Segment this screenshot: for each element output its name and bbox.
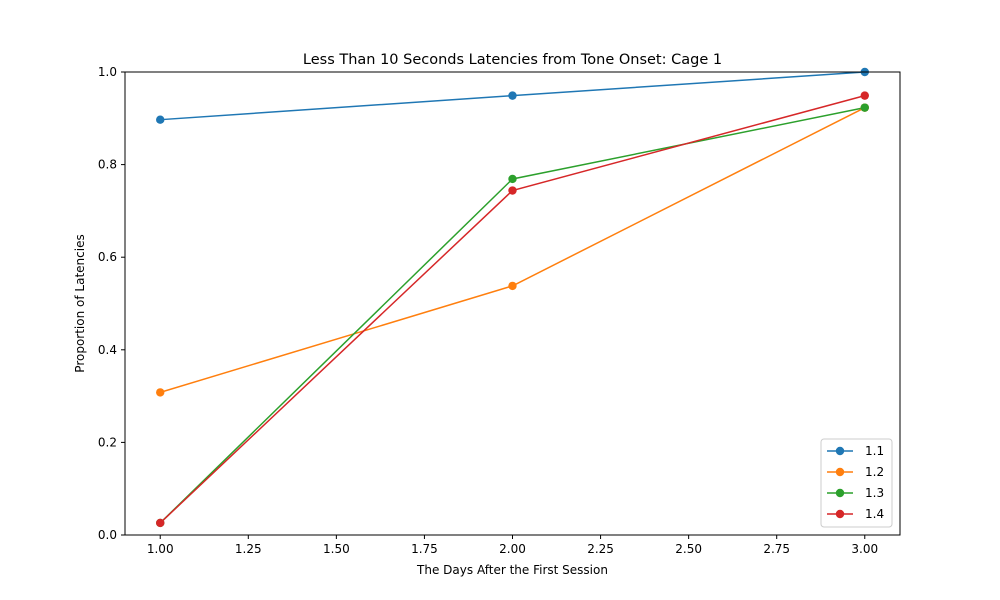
legend-entry: 1.1 — [827, 444, 884, 458]
legend-box — [820, 438, 893, 528]
x-tick-label: 2.50 — [675, 542, 702, 556]
data-point-1.2 — [156, 388, 165, 397]
series-lines — [159, 71, 866, 524]
x-tick-label: 2.75 — [763, 542, 790, 556]
data-point-1.1 — [156, 115, 165, 124]
y-axis-ticks: 0.0 0.2 0.4 0.6 0.8 1.0 — [98, 65, 125, 542]
x-tick-label: 3.00 — [851, 542, 878, 556]
series-line-1.4 — [159, 94, 865, 524]
legend-entry: 1.4 — [827, 507, 884, 521]
legend-label-1.2: 1.2 — [865, 465, 884, 479]
y-tick-label: 0.6 — [98, 250, 117, 264]
x-axis-label: The Days After the First Session — [416, 563, 608, 577]
x-tick-label: 1.75 — [411, 542, 438, 556]
legend-entry: 1.2 — [827, 465, 884, 479]
data-point-1.4 — [156, 518, 165, 528]
legend-marker-1.1 — [835, 446, 845, 456]
x-tick-label: 1.00 — [147, 542, 174, 556]
x-tick-label: 2.00 — [499, 542, 526, 556]
legend-label-1.4: 1.4 — [865, 507, 884, 521]
data-point-1.3 — [508, 174, 517, 184]
y-tick-label: 0.2 — [98, 435, 117, 449]
series-points — [156, 67, 869, 528]
y-tick-label: 0.4 — [98, 343, 117, 357]
plot-frame — [124, 71, 901, 536]
series-line-1.3 — [159, 106, 865, 524]
y-axis-label: Proportion of Latencies — [73, 234, 87, 372]
legend-label-1.3: 1.3 — [865, 486, 884, 500]
legend-entry: 1.3 — [827, 486, 884, 500]
x-tick-label: 1.50 — [323, 542, 350, 556]
legend-label-1.1: 1.1 — [865, 444, 884, 458]
y-tick-label: 0.8 — [98, 158, 117, 172]
y-tick-label: 0.0 — [98, 528, 117, 542]
x-axis-ticks: 1.00 1.25 1.50 1.75 2.00 2.25 2.50 2.75 3.00 — [147, 535, 878, 556]
chart-title: Less Than 10 Seconds Latencies from Tone… — [303, 52, 722, 68]
data-point-1.3 — [860, 103, 869, 112]
legend-marker-1.3 — [835, 488, 845, 498]
legend-marker-1.4 — [835, 509, 845, 519]
y-tick-label: 1.0 — [98, 65, 117, 79]
data-point-1.1 — [508, 91, 517, 100]
data-point-1.4 — [860, 91, 869, 100]
legend-marker-1.2 — [835, 467, 845, 477]
data-point-1.2 — [508, 281, 517, 291]
data-point-1.4 — [508, 186, 517, 195]
x-tick-label: 2.25 — [587, 542, 614, 556]
series-line-1.2 — [160, 106, 866, 394]
x-tick-label: 1.25 — [235, 542, 262, 556]
legend: 1.1 1.2 1.3 1.4 — [820, 438, 893, 528]
